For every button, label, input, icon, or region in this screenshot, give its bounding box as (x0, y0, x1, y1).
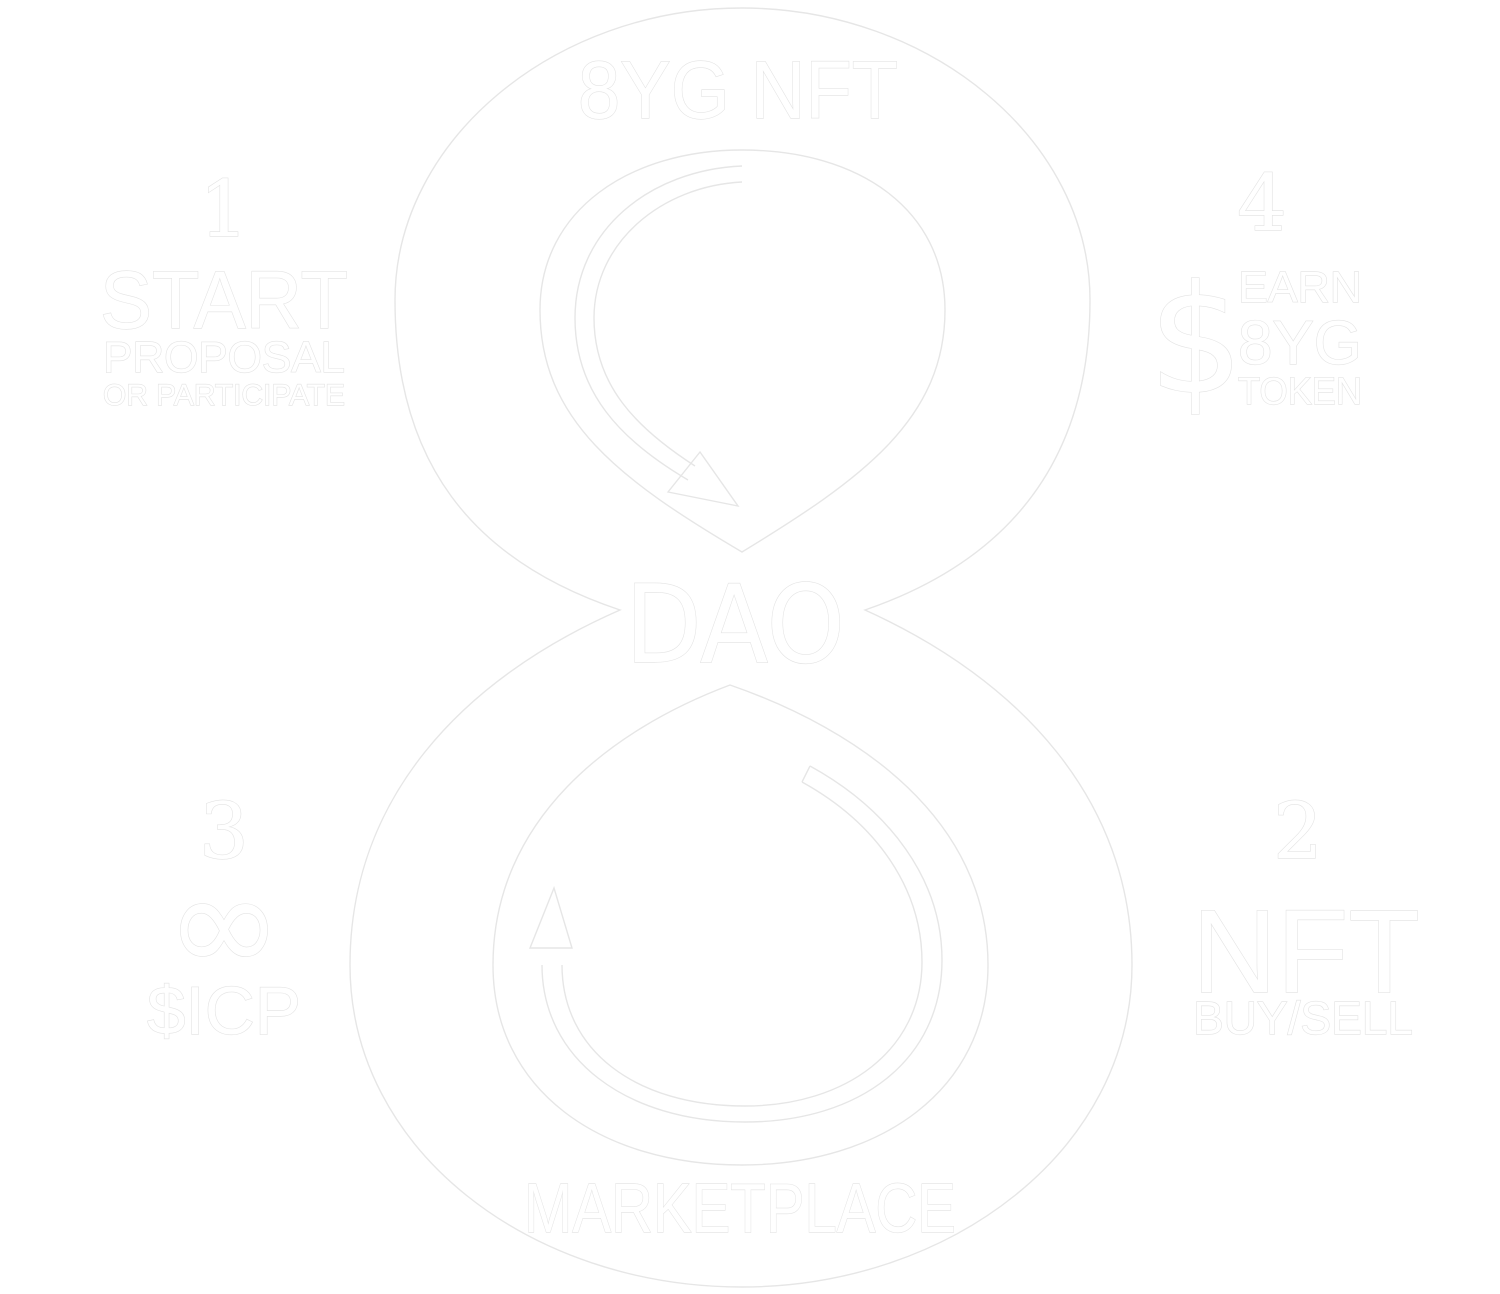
step-title: NFT (1192, 886, 1420, 1018)
step-icp: 3 ∞ $ICP (146, 786, 301, 1049)
step-earn: 4 $ EARN 8YG TOKEN (1148, 158, 1363, 428)
upper-arrow-icon (574, 165, 743, 508)
lower-arrow-icon (528, 765, 943, 1123)
upper-loop-inner (539, 149, 946, 553)
step-title: START (100, 255, 348, 346)
step-number: 3 (199, 787, 249, 877)
step-line: TOKEN (1238, 371, 1362, 413)
step-line: $ICP (147, 973, 301, 1049)
step-number: 4 (1237, 159, 1287, 249)
step-line: 8YG (1238, 309, 1362, 378)
step-line: EARN (1238, 263, 1362, 312)
nft-collection-label: 8YG NFT (578, 45, 898, 136)
step-nft: 2 NFT BUY/SELL (1191, 786, 1420, 1044)
marketplace-label: MARKETPLACE (524, 1169, 956, 1247)
step-start: 1 START PROPOSAL OR PARTICIPATE (99, 164, 348, 412)
dollar-icon: $ (1148, 254, 1243, 428)
infinity-icon: ∞ (166, 843, 283, 1006)
lower-loop-inner (492, 684, 989, 1166)
step-line: BUY/SELL (1193, 992, 1413, 1044)
dao-label: DAO (625, 563, 845, 688)
step-line: OR PARTICIPATE (103, 379, 345, 412)
step-number: 1 (199, 165, 249, 255)
figure-eight-outline (349, 7, 1133, 1288)
step-number: 2 (1273, 787, 1323, 877)
step-line: PROPOSAL (103, 333, 345, 382)
